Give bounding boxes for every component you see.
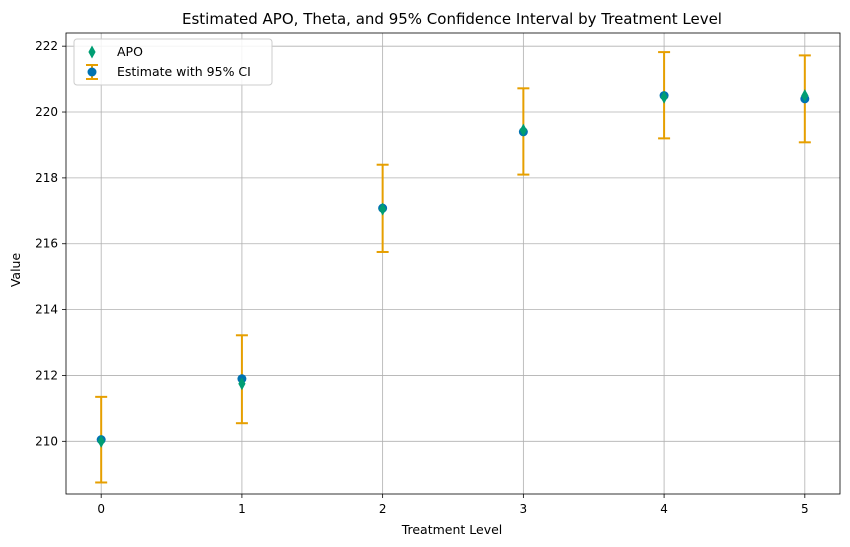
apo-point [801,89,809,103]
legend-apo-marker [88,45,96,59]
legend: APO Estimate with 95% CI [73,38,273,86]
y-tick-label: 220 [35,105,58,119]
y-axis-label: Value [8,253,23,288]
apo-point [238,377,246,391]
y-tick-label: 222 [35,39,58,53]
legend-estimate-marker [87,67,97,77]
markers [96,89,810,448]
chart-title: Estimated APO, Theta, and 95% Confidence… [182,10,722,28]
y-tick-label: 212 [35,368,58,382]
legend-estimate-label: Estimate with 95% CI [117,64,251,79]
plot-frame [65,32,841,495]
y-tick-label: 214 [35,303,58,317]
y-tick-label: 218 [35,171,58,185]
apo-point [379,202,387,216]
x-tick-label: 0 [97,502,105,516]
x-tick-label: 2 [379,502,387,516]
x-tick-label: 4 [660,502,668,516]
x-tick-label: 3 [520,502,528,516]
apo-point [519,123,527,137]
apo-point [97,434,105,448]
x-tick-label: 1 [238,502,246,516]
grid [66,33,840,494]
axes: 0 1 2 3 4 5 210 212 214 216 218 220 222 [35,32,841,516]
x-axis-label: Treatment Level [401,522,503,537]
x-tick-label: 5 [801,502,809,516]
legend-apo-label: APO [117,44,143,59]
y-tick-label: 210 [35,434,58,448]
apo-point [660,90,668,104]
legend-box [73,38,273,86]
y-tick-label: 216 [35,237,58,251]
error-bars [95,51,811,484]
